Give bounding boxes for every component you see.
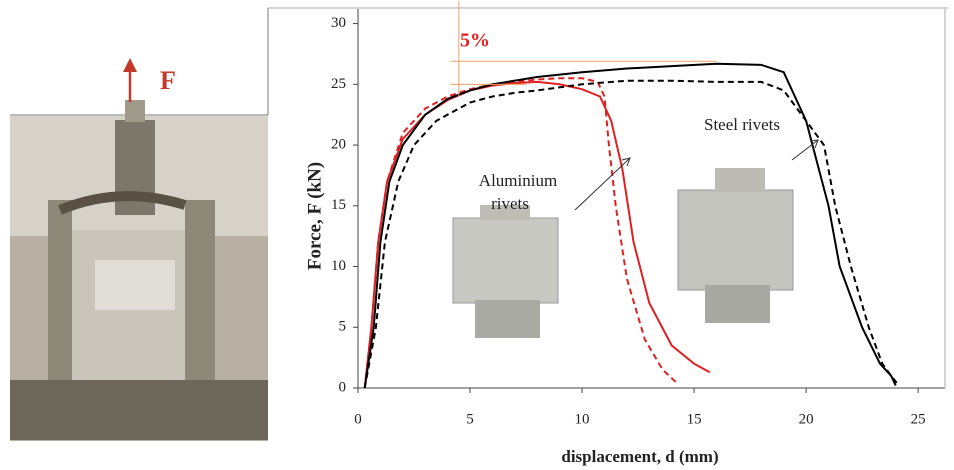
x-tick-label: 0 — [354, 411, 362, 427]
x-tick-label: 15 — [687, 411, 702, 427]
x-tick-label: 5 — [466, 411, 474, 427]
x-tick-label: 25 — [911, 411, 926, 427]
y-tick-label: 20 — [331, 136, 346, 152]
y-tick-label: 30 — [331, 15, 346, 31]
y-axis-label: Force, F (kN) — [304, 162, 325, 270]
figure: Force, F (kN) displacement, d (mm) 0 5 10 1… — [0, 0, 954, 470]
y-tick-label: 0 — [339, 379, 347, 395]
y-tick-label: 15 — [331, 197, 346, 213]
x-tick-label: 10 — [575, 411, 590, 427]
annotation: 5% — [460, 30, 490, 52]
data-line — [365, 81, 898, 388]
x-axis-label: displacement, d (mm) — [561, 447, 718, 466]
y-tick-label: 25 — [331, 76, 346, 92]
y-tick-label: 5 — [339, 319, 347, 335]
y-tick-label: 10 — [331, 258, 346, 274]
annotation: Steel rivets — [704, 115, 780, 134]
annotation: Aluminium — [479, 171, 557, 190]
annotation: rivets — [491, 194, 529, 213]
annotation: F — [160, 66, 176, 95]
x-tick-label: 20 — [799, 411, 814, 427]
